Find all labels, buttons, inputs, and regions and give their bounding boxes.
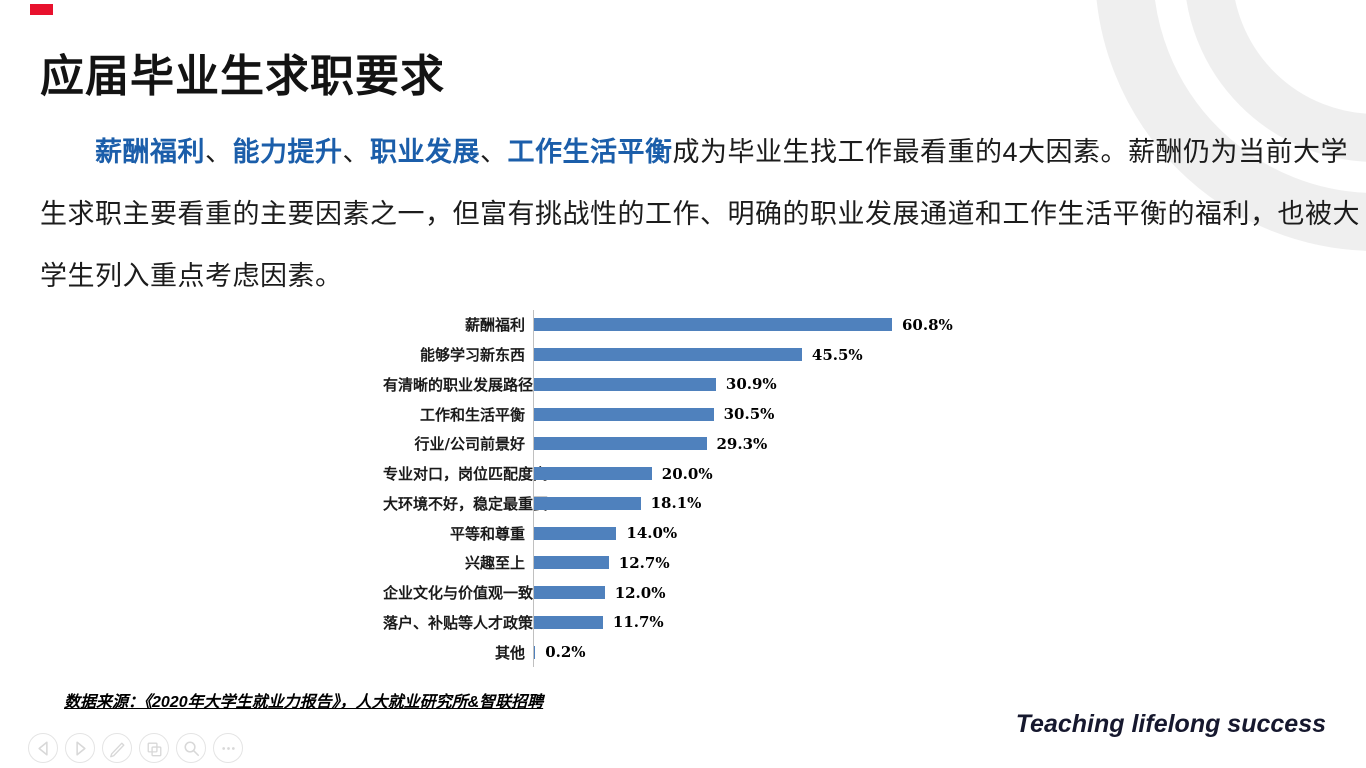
body-paragraph-line-2: 生求职主要看重的主要因素之一，但富有挑战性的工作、明确的职业发展通道和工作生活平…	[40, 199, 1360, 229]
bar-value-label: 29.3%	[716, 434, 768, 453]
prev-icon	[37, 740, 48, 756]
bar	[534, 437, 707, 451]
bar	[534, 467, 652, 481]
bar-value-label: 30.9%	[725, 375, 777, 394]
bar-value-label: 60.8%	[902, 315, 953, 334]
play-icon	[75, 740, 86, 756]
chart-row: 兴趣至上 12.7%	[383, 548, 953, 578]
bar-value-label: 12.0%	[614, 583, 666, 602]
bar-value-label: 20.0%	[661, 464, 713, 483]
chart-row: 平等和尊重 14.0%	[383, 518, 953, 548]
chart-row: 有清晰的职业发展路径 30.9%	[383, 369, 953, 400]
paragraph-text: 成为毕业生找工作最看重的4大因素。薪酬仍为当前大学	[672, 137, 1349, 167]
bar-category-label: 平等和尊重	[449, 524, 525, 543]
magnifier-icon	[183, 740, 199, 756]
slide-accent-bar	[30, 4, 53, 15]
more-options-button[interactable]	[213, 733, 243, 763]
bar	[534, 318, 892, 332]
body-paragraph-line-1: 薪酬福利、能力提升、职业发展、工作生活平衡成为毕业生找工作最看重的4大因素。薪酬…	[40, 130, 1348, 169]
highlighted-term: 薪酬福利	[95, 137, 205, 167]
bar	[534, 377, 716, 391]
bar	[534, 615, 603, 629]
bar-track: 30.5%	[533, 399, 953, 429]
bar-category-label: 有清晰的职业发展路径	[383, 375, 534, 394]
bar-chart: 薪酬福利 60.8% 能够学习新东西 45.5% 有清晰的职业发展路径 30.9% 工作和生…	[383, 310, 953, 667]
bar-track: 12.7%	[533, 548, 953, 578]
slideshow-controls	[28, 733, 243, 763]
slides-icon	[147, 742, 161, 756]
tagline: Teaching lifelong success	[1015, 710, 1326, 738]
bar	[534, 586, 605, 600]
chart-row: 能够学习新东西 45.5%	[383, 339, 953, 370]
bar-category-label: 薪酬福利	[464, 316, 525, 335]
pen-icon	[109, 742, 124, 757]
paragraph-text: 、	[205, 137, 233, 167]
bar	[534, 526, 617, 540]
chart-row: 薪酬福利 60.8%	[383, 310, 953, 340]
highlighted-term: 能力提升	[232, 137, 343, 167]
bar-value-label: 14.0%	[626, 524, 678, 543]
bar-category-label: 落户、补贴等人才政策	[383, 613, 534, 632]
pen-annotate-button[interactable]	[102, 733, 132, 763]
paragraph-text: 、	[342, 137, 370, 167]
bar	[534, 348, 802, 362]
slide-panel-button[interactable]	[139, 733, 169, 763]
chart-row: 企业文化与价值观一致 12.0%	[383, 577, 953, 608]
bar-track: 20.0%	[533, 458, 953, 489]
chart-row: 工作和生活平衡 30.5%	[383, 399, 953, 429]
bar-value-label: 11.7%	[612, 613, 664, 632]
bar-category-label: 企业文化与价值观一致	[383, 584, 534, 603]
bar-category-label: 大环境不好，稳定最重要	[383, 494, 549, 513]
highlighted-term: 职业发展	[370, 137, 480, 167]
bar	[534, 496, 641, 510]
bar-category-label: 其他	[494, 643, 525, 662]
bar-track: 45.5%	[533, 339, 953, 370]
bar-track: 18.1%	[533, 488, 953, 519]
chart-row: 大环境不好，稳定最重要 18.1%	[383, 488, 953, 519]
bar-track: 29.3%	[533, 429, 953, 459]
bar-category-label: 专业对口，岗位匹配度高	[383, 465, 549, 484]
chart-row: 行业/公司前景好 29.3%	[383, 429, 953, 459]
ellipsis-icon	[221, 746, 235, 750]
source-note: 数据来源：《2020年大学生就业力报告》，人大就业研究所&智联招聘	[64, 694, 544, 711]
bar-track: 30.9%	[533, 369, 953, 400]
bar-category-label: 兴趣至上	[464, 554, 525, 573]
bar-value-label: 0.2%	[545, 643, 586, 662]
chart-row: 专业对口，岗位匹配度高 20.0%	[383, 458, 953, 489]
bar-category-label: 行业/公司前景好	[414, 435, 525, 454]
previous-slide-button[interactable]	[28, 733, 58, 763]
bar-track: 14.0%	[533, 518, 953, 548]
page-title: 应届毕业生求职要求	[40, 52, 445, 101]
bar-track: 0.2%	[533, 637, 953, 667]
paragraph-text: 、	[480, 137, 508, 167]
bar	[534, 556, 609, 570]
bar-track: 11.7%	[533, 607, 953, 638]
chart-row: 其他 0.2%	[383, 637, 953, 667]
bar-value-label: 12.7%	[618, 553, 670, 572]
bar-track: 12.0%	[533, 577, 953, 608]
chart-row: 落户、补贴等人才政策 11.7%	[383, 607, 953, 638]
bar	[534, 407, 714, 421]
highlighted-term: 工作生活平衡	[507, 137, 673, 167]
bar-category-label: 能够学习新东西	[419, 346, 525, 365]
bar-category-label: 工作和生活平衡	[419, 405, 525, 424]
bar	[534, 645, 536, 659]
bar-track: 60.8%	[533, 310, 953, 340]
body-paragraph-line-3: 学生列入重点考虑因素。	[40, 261, 343, 291]
play-next-slide-button[interactable]	[65, 733, 95, 763]
zoom-magnifier-button[interactable]	[176, 733, 206, 763]
bar-value-label: 45.5%	[811, 345, 863, 364]
bar-value-label: 30.5%	[723, 405, 775, 424]
bar-value-label: 18.1%	[650, 494, 702, 513]
